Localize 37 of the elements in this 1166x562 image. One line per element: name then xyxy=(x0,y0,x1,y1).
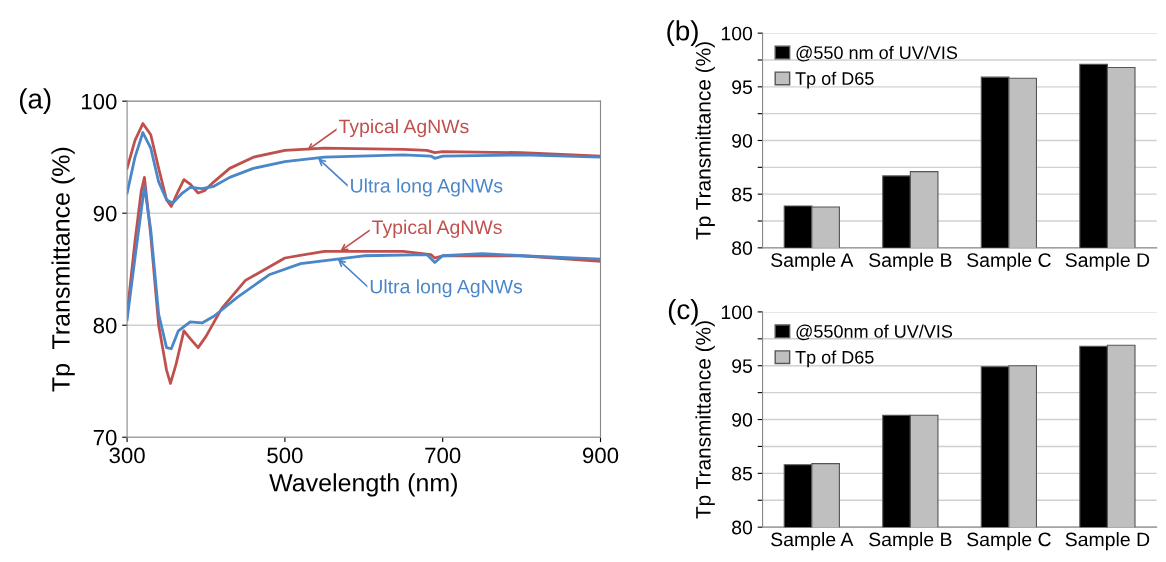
y-tick-label: 80 xyxy=(93,317,117,334)
y-tick-label: 70 xyxy=(93,429,117,446)
annotation: Typical AgNWs xyxy=(372,219,502,238)
chart-title: (a) xyxy=(19,88,51,115)
x-tick-label: Sample C xyxy=(967,532,1051,551)
x-tick-label: Sample B xyxy=(869,532,952,551)
x-axis-title: Wavelength (nm) xyxy=(269,473,457,497)
legend-label: @550 nm of UV/VIS xyxy=(796,45,958,62)
y-tick-label: 85 xyxy=(732,466,753,481)
y-tick-label: 100 xyxy=(721,26,753,41)
x-tick-label: 300 xyxy=(109,447,145,464)
y-tick-label: 100 xyxy=(81,93,117,110)
annotation: Ultra long AgNWs xyxy=(351,178,503,197)
annotation: Typical AgNWs xyxy=(338,118,469,138)
legend-label: Tp of D65 xyxy=(795,71,874,89)
x-tick-label: Sample B xyxy=(869,252,952,271)
y-tick-label: 80 xyxy=(732,520,753,535)
x-tick-label: Sample A xyxy=(771,532,854,551)
x-tick-label: 500 xyxy=(267,447,303,464)
y-tick-label: 95 xyxy=(732,80,753,95)
legend-label: @550nm of UV/VIS xyxy=(796,324,953,341)
y-tick-label: 85 xyxy=(732,187,753,202)
y-tick-label: 90 xyxy=(732,133,753,148)
y-tick-label: 100 xyxy=(721,305,753,320)
x-tick-label: 900 xyxy=(583,447,619,464)
y-tick-label: 90 xyxy=(93,205,117,222)
y-axis-title: Tp Transmittance (%) xyxy=(51,147,75,392)
legend-label: Tp of D65 xyxy=(795,350,874,368)
y-tick-label: 95 xyxy=(732,359,753,373)
x-tick-label: Sample D xyxy=(1065,532,1150,551)
annotation: Ultra long AgNWs xyxy=(370,279,523,298)
y-tick-label: 90 xyxy=(732,413,753,427)
y-tick-label: 80 xyxy=(732,241,753,256)
x-tick-label: Sample C xyxy=(967,252,1051,271)
x-tick-label: Sample A xyxy=(771,252,854,271)
x-tick-label: 700 xyxy=(425,447,461,464)
x-tick-label: Sample D xyxy=(1065,252,1150,271)
